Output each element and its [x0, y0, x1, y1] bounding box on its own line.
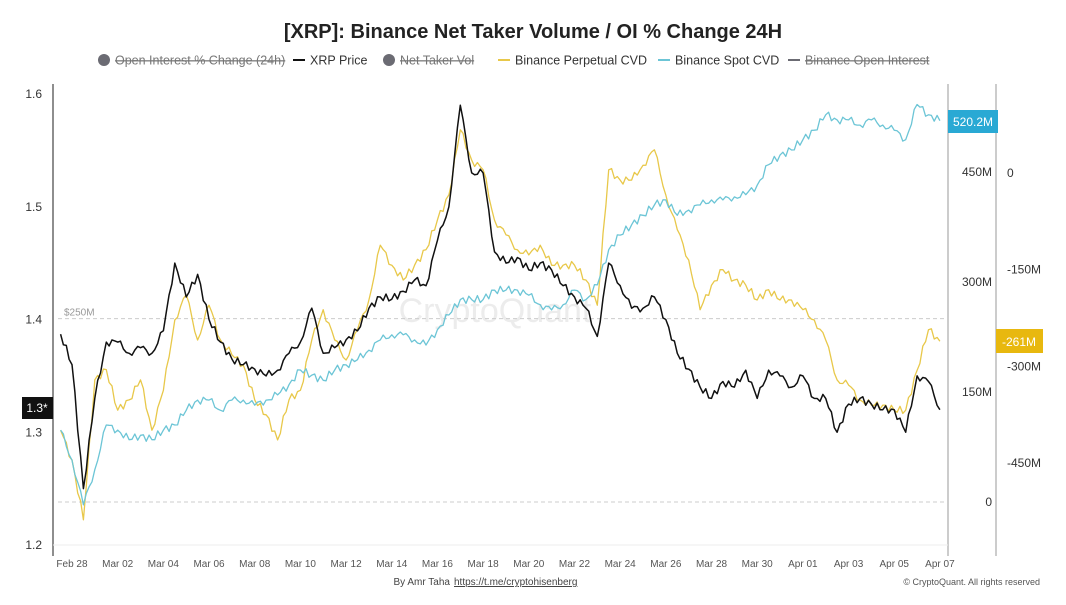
spot-cvd-current-label: 520.2M — [953, 115, 993, 129]
legend-circle-marker-icon — [98, 54, 110, 66]
legend-label: Open Interest % Change (24h) — [115, 54, 285, 68]
x-axis-tick-label: Mar 06 — [193, 559, 225, 570]
mid-axis-tick-label: 450M — [962, 165, 992, 179]
reference-line-label: $250M — [64, 308, 95, 319]
x-axis-tick-label: Apr 03 — [834, 559, 864, 570]
x-axis-tick-label: Mar 02 — [102, 559, 134, 570]
footer-link[interactable]: https://t.me/cryptohisenberg — [454, 577, 577, 588]
series-lines — [59, 103, 941, 521]
x-axis-tick-label: Mar 20 — [513, 559, 545, 570]
footer-copyright: © CryptoQuant. All rights reserved — [903, 577, 1040, 587]
legend-item[interactable]: Open Interest % Change (24h) — [98, 54, 285, 68]
left-axis-ticks: 1.6 1.5 1.4 1.3 1.2 — [25, 87, 42, 552]
mid-axis-tick-label: 150M — [962, 385, 992, 399]
legend-label: Net Taker Vol — [400, 54, 474, 68]
x-axis-tick-label: Mar 22 — [559, 559, 591, 570]
series-line-binance-spot-cvd — [60, 103, 941, 506]
left-axis-tick-label: 1.4 — [25, 313, 42, 327]
x-axis-tick-label: Mar 04 — [148, 559, 180, 570]
spot-cvd-current-badge: 520.2M — [948, 110, 998, 133]
x-axis-tick-label: Mar 28 — [696, 559, 728, 570]
mid-axis-tick-label: 0 — [985, 495, 992, 509]
legend: Open Interest % Change (24h) XRP Price Net… — [98, 54, 930, 68]
x-axis-tick-label: Mar 16 — [422, 559, 454, 570]
price-current-badge: 1.3* — [22, 397, 53, 419]
perp-cvd-current-badge: -261M — [996, 329, 1043, 353]
watermark: CryptoQuant — [399, 292, 592, 330]
legend-item[interactable]: Binance Perpetual CVD — [498, 54, 647, 68]
x-axis-tick-label: Feb 28 — [56, 559, 88, 570]
x-axis-tick-label: Mar 12 — [331, 559, 363, 570]
legend-item[interactable]: XRP Price — [293, 54, 367, 68]
left-axis-tick-label: 1.6 — [25, 87, 42, 101]
legend-label: Binance Perpetual CVD — [515, 54, 647, 68]
x-axis-tick-label: Mar 10 — [285, 559, 317, 570]
perp-cvd-current-label: -261M — [1002, 335, 1036, 349]
left-axis-tick-label: 1.2 — [25, 538, 42, 552]
x-axis-tick-label: Mar 08 — [239, 559, 271, 570]
right-axis-tick-label: -150M — [1007, 263, 1041, 277]
legend-item[interactable]: Net Taker Vol — [383, 54, 474, 68]
x-axis-tick-label: Mar 14 — [376, 559, 408, 570]
x-axis-tick-label: Mar 18 — [468, 559, 500, 570]
legend-circle-marker-icon — [383, 54, 395, 66]
x-axis-tick-label: Apr 07 — [925, 559, 955, 570]
legend-label: Binance Spot CVD — [675, 54, 779, 68]
series-line-xrp-price — [59, 104, 941, 490]
right-axis-tick-label: 0 — [1007, 166, 1014, 180]
price-current-label: 1.3* — [26, 401, 48, 415]
legend-label: Binance Open Interest — [805, 54, 930, 68]
left-axis-tick-label: 1.3 — [25, 425, 42, 439]
footer-author: By Amr Taha — [393, 577, 450, 588]
x-axis-tick-label: Mar 26 — [650, 559, 682, 570]
x-axis-tick-label: Apr 05 — [880, 559, 910, 570]
right-axis-tick-label: -450M — [1007, 456, 1041, 470]
legend-label: XRP Price — [310, 54, 367, 68]
legend-item[interactable]: Binance Spot CVD — [658, 54, 779, 68]
mid-axis-ticks: 450M 300M 150M 0 — [962, 165, 992, 509]
right-axis-ticks: 0 -150M -300M -450M — [1007, 166, 1041, 470]
x-axis-tick-label: Apr 01 — [788, 559, 818, 570]
x-axis-tick-label: Mar 30 — [742, 559, 774, 570]
x-axis-ticks: Feb 28 Mar 02 Mar 04 Mar 06 Mar 08 Mar 10 Mar … — [56, 559, 955, 570]
legend-item[interactable]: Binance Open Interest — [788, 54, 930, 68]
mid-axis-tick-label: 300M — [962, 275, 992, 289]
right-axis-tick-label: -300M — [1007, 359, 1041, 373]
x-axis-tick-label: Mar 24 — [605, 559, 637, 570]
chart-title: [XRP]: Binance Net Taker Volume / OI % C… — [284, 21, 782, 43]
left-axis-tick-label: 1.5 — [25, 200, 42, 214]
